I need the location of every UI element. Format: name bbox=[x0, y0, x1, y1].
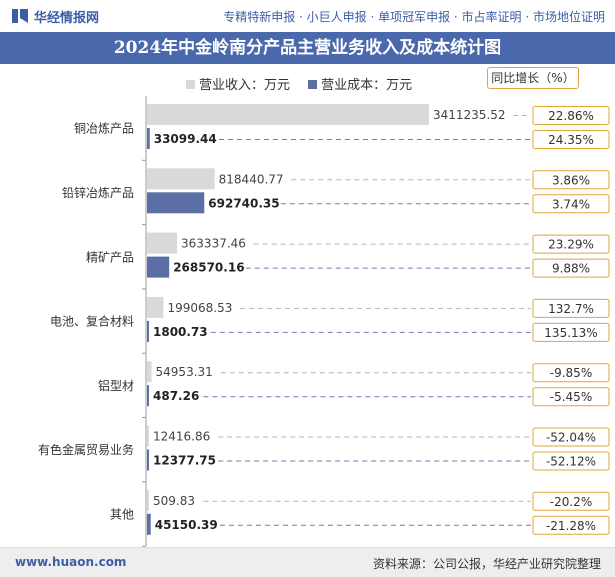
cost-bar bbox=[147, 449, 149, 471]
yoy-box bbox=[532, 363, 610, 383]
yoy-value: 24.35% bbox=[548, 133, 594, 147]
yoy-value: 3.86% bbox=[552, 173, 590, 187]
legend-label-revenue: 营业收入：万元 bbox=[199, 78, 291, 93]
yoy-value: 23.29% bbox=[548, 238, 594, 252]
cost-bar bbox=[147, 128, 150, 149]
cost-data-label: 268570.16 bbox=[173, 261, 244, 275]
category-label: 其他 bbox=[110, 507, 134, 521]
yoy-box bbox=[532, 170, 610, 190]
cost-bar bbox=[147, 513, 151, 535]
yoy-box bbox=[532, 130, 610, 149]
yoy-value: 3.74% bbox=[552, 197, 590, 211]
yoy-box bbox=[532, 427, 610, 447]
cost-data-label: 33099.44 bbox=[154, 132, 217, 146]
yoy-box bbox=[532, 298, 610, 318]
revenue-bar bbox=[147, 489, 149, 511]
revenue-data-label: 54953.31 bbox=[156, 365, 213, 379]
yoy-value: 132.7% bbox=[548, 302, 594, 316]
yoy-value: -21.28% bbox=[546, 519, 596, 533]
yoy-box bbox=[532, 387, 610, 407]
revenue-bar bbox=[147, 104, 429, 125]
yoy-box bbox=[532, 491, 610, 511]
legend: 营业收入：万元 营业成本：万元 bbox=[186, 74, 426, 93]
footer: www.huaon.com 资料来源：公司公报，华经产业研究院整理 bbox=[0, 547, 615, 577]
revenue-data-label: 12416.86 bbox=[153, 430, 210, 444]
revenue-data-label: 199068.53 bbox=[167, 301, 232, 315]
yoy-box bbox=[532, 322, 610, 342]
yoy-value: -9.85% bbox=[550, 366, 592, 380]
cost-data-label: 1800.73 bbox=[153, 325, 208, 339]
yoy-value: -52.12% bbox=[546, 455, 596, 469]
cost-bar bbox=[147, 320, 149, 342]
cost-data-label: 12377.75 bbox=[153, 454, 216, 468]
site-name[interactable]: 华经情报网 bbox=[34, 11, 100, 26]
revenue-data-label: 818440.77 bbox=[219, 172, 284, 186]
yoy-value: 9.88% bbox=[552, 262, 590, 276]
yoy-value: -52.04% bbox=[546, 431, 596, 445]
revenue-bar bbox=[147, 296, 164, 318]
revenue-bar bbox=[147, 425, 149, 447]
revenue-data-label: 363337.46 bbox=[181, 237, 246, 251]
revenue-bar bbox=[147, 361, 152, 383]
yoy-box bbox=[532, 515, 610, 535]
yoy-value: -5.45% bbox=[550, 390, 592, 404]
category-label: 铅锌冶炼产品 bbox=[62, 185, 134, 200]
category-label: 电池、复合材料 bbox=[50, 314, 134, 329]
category-label: 有色金属贸易业务 bbox=[38, 442, 134, 457]
yoy-value: 22.86% bbox=[548, 109, 594, 123]
cost-data-label: 45150.39 bbox=[155, 518, 218, 532]
revenue-bar bbox=[147, 232, 178, 254]
yoy-box bbox=[532, 234, 610, 254]
yoy-box bbox=[532, 106, 610, 125]
cost-bar bbox=[147, 192, 205, 214]
cost-bar bbox=[147, 385, 149, 407]
legend-label-cost: 营业成本：万元 bbox=[321, 78, 413, 93]
yoy-value: -20.2% bbox=[550, 495, 592, 509]
logo-icon bbox=[12, 9, 28, 23]
cost-data-label: 487.26 bbox=[153, 389, 199, 403]
top-bar: 华经情报网 专精特新申报 · 小巨人申报 · 单项冠军申报 · 市占率证明 · … bbox=[0, 0, 615, 32]
legend-item-revenue: 营业收入：万元 bbox=[186, 74, 290, 93]
top-nav-links[interactable]: 专精特新申报 · 小巨人申报 · 单项冠军申报 · 市占率证明 · 市场地位证明 bbox=[223, 10, 605, 24]
revenue-data-label: 509.83 bbox=[153, 494, 195, 508]
yoy-box bbox=[532, 194, 610, 214]
category-label: 铝型材 bbox=[98, 378, 134, 393]
footer-source: 资料来源：公司公报，华经产业研究院整理 bbox=[372, 557, 601, 571]
cost-bar bbox=[147, 256, 170, 278]
footer-url[interactable]: www.huaon.com bbox=[15, 555, 127, 569]
legend-swatch-cost bbox=[308, 80, 318, 89]
category-label: 铜冶炼产品 bbox=[74, 121, 134, 136]
yoy-value: 135.13% bbox=[544, 326, 597, 340]
bar-chart: 铜冶炼产品 3411235.52 22.86% 33099.44 24.35% 铅锌冶炼产… bbox=[38, 96, 610, 547]
cost-data-label: 692740.35 bbox=[208, 196, 279, 210]
title-bar: 2024年中金岭南分产品主营业务收入及成本统计图 bbox=[0, 32, 615, 64]
revenue-bar bbox=[147, 168, 215, 190]
yoy-box bbox=[532, 451, 610, 471]
legend-item-cost: 营业成本：万元 bbox=[308, 74, 412, 93]
legend-swatch-revenue bbox=[186, 80, 195, 89]
yoy-header: 同比增长（%） bbox=[487, 67, 579, 89]
revenue-data-label: 3411235.52 bbox=[433, 108, 506, 122]
category-label: 精矿产品 bbox=[86, 250, 134, 264]
chart-title: 2024年中金岭南分产品主营业务收入及成本统计图 bbox=[113, 38, 502, 58]
yoy-box bbox=[532, 258, 610, 278]
